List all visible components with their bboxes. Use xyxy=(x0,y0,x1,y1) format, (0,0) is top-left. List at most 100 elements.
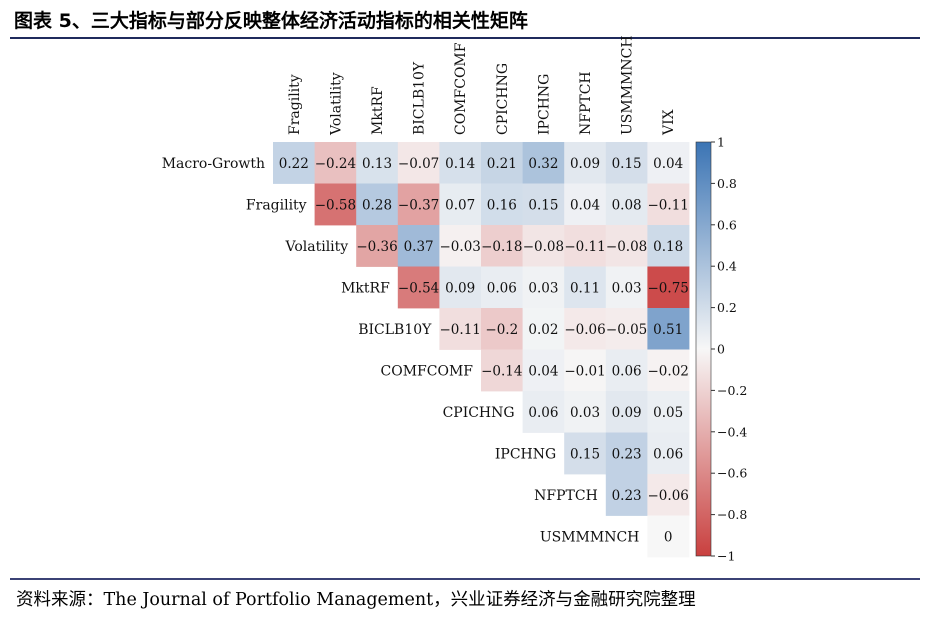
heatmap-cell xyxy=(522,183,565,226)
source-note: 资料来源：The Journal of Portfolio Management… xyxy=(16,590,696,610)
cell-value-label: −0.75 xyxy=(648,280,689,296)
column-label: NFPTCH xyxy=(578,71,594,135)
cell-value-label: −0.11 xyxy=(648,197,689,213)
heatmap-cell xyxy=(564,266,607,309)
cell-value-label: −0.11 xyxy=(440,322,481,338)
heatmap-cell xyxy=(397,183,440,226)
cell-value-label: 0.28 xyxy=(362,197,392,213)
heatmap-cell xyxy=(397,142,440,184)
heatmap-cell xyxy=(356,183,399,226)
column-label: COMFCOMF xyxy=(453,42,469,135)
row-labels: Macro-Growth Fragility Volatility MktRF BICL… xyxy=(162,156,640,546)
heatmap-cell xyxy=(522,349,565,392)
heatmap-cell xyxy=(647,225,690,267)
heatmap-cell xyxy=(605,432,648,475)
cell-value-label: 0.04 xyxy=(570,197,600,213)
heatmap-cell xyxy=(439,183,482,226)
heatmap-cell xyxy=(439,308,482,350)
cell-value-label: 0.15 xyxy=(612,156,642,172)
cell-value-label: 0.09 xyxy=(570,156,600,172)
cell-value-label: 0.02 xyxy=(528,322,558,338)
heatmap-cell xyxy=(314,183,357,226)
heatmap-cell xyxy=(647,474,690,516)
cell-value-label: 0.03 xyxy=(528,280,558,296)
heatmap-cell xyxy=(439,142,482,184)
cell-value-label: −0.03 xyxy=(440,239,481,255)
cell-value-label: −0.37 xyxy=(398,197,439,213)
heatmap-cell xyxy=(439,225,482,267)
heatmap-cell xyxy=(356,225,399,267)
cell-value-label: 0.23 xyxy=(612,488,642,504)
column-labels: Fragility Volatility MktRF BICLB10Y COMFCOMF… xyxy=(287,35,677,136)
column-label: CPICHNG xyxy=(495,63,511,135)
heatmap-cell xyxy=(605,391,648,433)
column-label: BICLB10Y xyxy=(412,61,428,135)
heatmap-cell xyxy=(647,266,690,309)
heatmap-cell xyxy=(481,225,523,267)
column-label: MktRF xyxy=(370,86,386,135)
row-label: COMFCOMF xyxy=(381,363,474,379)
heatmap-cell xyxy=(397,225,440,267)
heatmap-cell xyxy=(605,474,648,516)
heatmap-cell xyxy=(564,349,607,392)
column-label: IPCHNG xyxy=(536,74,552,135)
colorbar-gradient xyxy=(695,141,712,557)
cell-value-label: 0.06 xyxy=(612,363,642,379)
cell-value-label: 0.03 xyxy=(612,280,642,296)
cell-value-label: −0.08 xyxy=(523,239,564,255)
cell-value-label: 0.03 xyxy=(570,405,600,421)
cell-value-label: 0.22 xyxy=(279,156,309,172)
colorbar-tick-label: −1 xyxy=(717,549,735,564)
column-label: Fragility xyxy=(287,74,303,135)
footer-rule xyxy=(10,578,920,580)
cell-value-label: 0.51 xyxy=(653,322,683,338)
cell-value-label: −0.24 xyxy=(315,156,356,172)
cell-value-label: 0.21 xyxy=(487,156,517,172)
colorbar-tick-label: 0.8 xyxy=(717,176,737,191)
heatmap-cell xyxy=(647,432,690,475)
cell-value-label: 0.18 xyxy=(653,239,683,255)
cell-value-label: 0.15 xyxy=(570,446,600,462)
cell-value-label: −0.05 xyxy=(606,322,647,338)
colorbar-tick-label: 0 xyxy=(717,342,725,357)
heatmap-cell xyxy=(481,266,523,309)
colorbar-tick-label: 0.6 xyxy=(717,217,737,232)
heatmap-cell xyxy=(564,432,607,475)
correlation-heatmap: 0.22 −0.24 0.13 −0.07 0.14 0.21 0.32 0.09 0.15 0.… xyxy=(162,35,748,564)
cell-value-label: 0.13 xyxy=(362,156,392,172)
cell-value-label: −0.36 xyxy=(356,239,397,255)
column-label: USMMMNCH xyxy=(620,35,636,135)
colorbar-tick-label: −0.4 xyxy=(717,424,747,439)
heatmap-cell xyxy=(564,225,607,267)
heatmap-cell xyxy=(605,183,648,226)
colorbar-tick-label: 0.4 xyxy=(717,259,737,274)
heatmap-cell xyxy=(314,142,357,184)
heatmap-cell xyxy=(647,308,690,350)
cell-value-label: 0.11 xyxy=(570,280,600,296)
heatmap-cell xyxy=(647,142,690,184)
cell-value-label: 0.08 xyxy=(612,197,642,213)
row-label: Volatility xyxy=(285,239,349,255)
heatmap-cell xyxy=(605,266,648,309)
heatmap-cells: 0.22 −0.24 0.13 −0.07 0.14 0.21 0.32 0.09 0.15 0.… xyxy=(273,142,690,558)
heatmap-cell xyxy=(439,266,482,309)
row-label: NFPTCH xyxy=(534,488,598,504)
cell-value-label: 0.15 xyxy=(528,197,558,213)
row-label: Macro-Growth xyxy=(162,156,265,172)
cell-value-label: −0.14 xyxy=(481,363,522,379)
cell-value-label: 0.09 xyxy=(612,405,642,421)
heatmap-cell xyxy=(481,308,523,350)
cell-value-label: 0.05 xyxy=(653,405,683,421)
heatmap-cell xyxy=(647,183,690,226)
cell-value-label: 0.06 xyxy=(528,405,558,421)
colorbar-tick-label: 0.2 xyxy=(717,300,737,315)
heatmap-cell xyxy=(481,183,523,226)
cell-value-label: 0.04 xyxy=(528,363,558,379)
heatmap-cell xyxy=(522,391,565,433)
cell-value-label: 0.32 xyxy=(528,156,558,172)
row-label: BICLB10Y xyxy=(358,322,432,338)
heatmap-cell xyxy=(605,142,648,184)
cell-value-label: −0.18 xyxy=(481,239,522,255)
colorbar: 1 0.8 0.6 0.4 0.2 0 −0.2 −0.4 −0.6 −0.8 −1 xyxy=(695,135,747,564)
cell-value-label: −0.2 xyxy=(485,322,518,338)
